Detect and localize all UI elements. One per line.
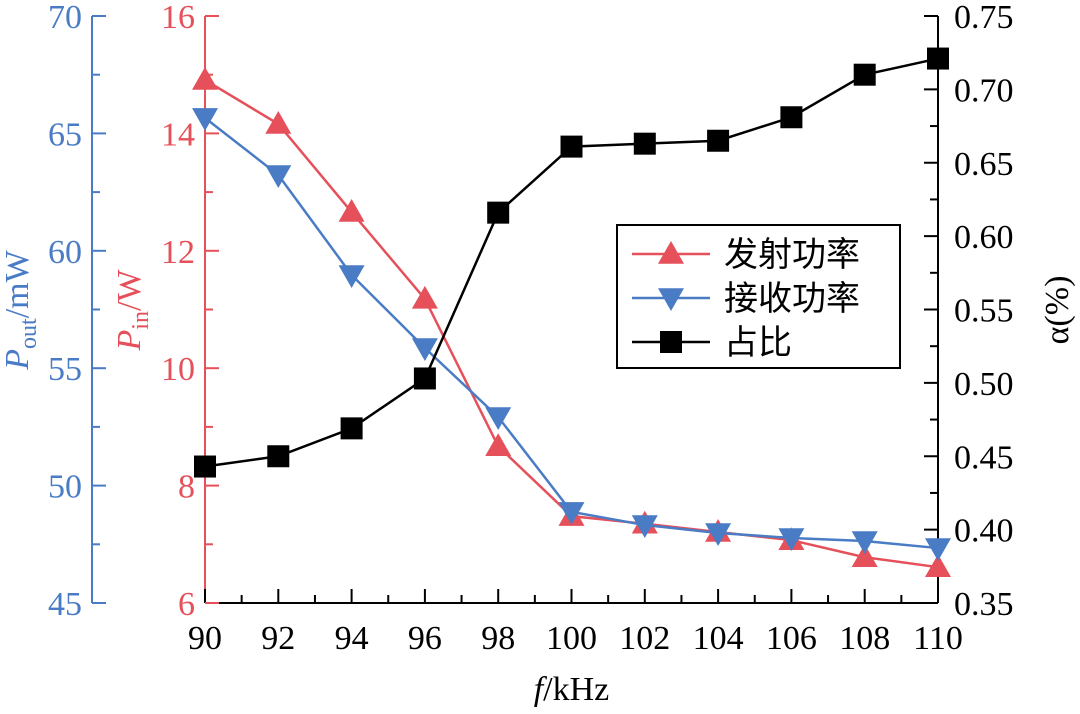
legend-label: 占比	[724, 324, 792, 362]
alpha-tick-label: 0.70	[954, 72, 1014, 109]
x-tick-label: 96	[408, 620, 442, 657]
pout-tick-label: 60	[48, 234, 82, 271]
data-point	[853, 63, 876, 86]
data-point	[558, 502, 585, 525]
data-point	[778, 528, 805, 551]
data-point	[340, 417, 363, 440]
x-tick-label: 108	[839, 620, 890, 657]
x-tick-label: 102	[619, 620, 670, 657]
pout-tick-label: 50	[48, 469, 82, 506]
data-point	[194, 455, 216, 478]
series-2	[192, 108, 951, 562]
x-tick-label: 110	[913, 620, 963, 657]
alpha-tick-label: 0.55	[954, 293, 1014, 330]
alpha-tick-label: 0.60	[954, 219, 1014, 256]
pout-tick-label: 55	[48, 351, 82, 388]
alpha-tick-label: 0.75	[954, 0, 1014, 36]
data-point	[927, 47, 949, 70]
pin-tick-label: 14	[161, 116, 195, 153]
data-point	[925, 554, 951, 577]
legend-label: 发射功率	[724, 236, 860, 274]
alpha-tick-label: 0.40	[954, 513, 1014, 550]
data-point	[413, 367, 436, 390]
data-point	[485, 407, 512, 431]
data-point	[780, 106, 803, 129]
alpha-tick-label: 0.35	[954, 586, 1014, 623]
pin-tick-label: 10	[161, 351, 195, 388]
data-point	[631, 515, 658, 539]
x-tick-label: 100	[546, 620, 597, 657]
x-tick-label: 92	[261, 620, 295, 657]
legend-marker	[658, 288, 684, 311]
data-point	[851, 531, 878, 555]
pout-tick-label: 70	[48, 0, 82, 36]
pin-tick-label: 6	[178, 586, 195, 623]
pin-tick-label: 16	[161, 0, 195, 36]
legend-marker	[658, 241, 684, 264]
data-point	[485, 433, 512, 457]
alpha-tick-label: 0.45	[954, 439, 1014, 476]
data-point	[265, 111, 292, 134]
x-tick-label: 90	[188, 620, 222, 657]
data-point	[705, 523, 732, 547]
pout-axis-label: Pout/mW	[0, 249, 42, 370]
data-point	[411, 285, 438, 309]
pin-tick-label: 8	[178, 469, 195, 506]
data-point	[707, 129, 730, 152]
data-point	[265, 165, 292, 188]
pin-axis-label: Pin/W	[111, 269, 154, 352]
data-point	[267, 445, 290, 468]
series-3	[194, 47, 949, 478]
legend-label: 接收功率	[724, 280, 860, 318]
x-axis-label: f/kHz	[534, 671, 610, 708]
data-point	[411, 338, 438, 362]
data-point	[338, 199, 365, 222]
data-point	[487, 201, 510, 224]
data-point	[560, 135, 583, 158]
x-tick-label: 106	[766, 620, 817, 657]
data-point	[338, 265, 365, 288]
data-point	[192, 66, 218, 90]
pout-tick-label: 45	[48, 586, 82, 623]
pout-tick-label: 65	[48, 116, 82, 153]
data-point	[633, 132, 656, 155]
legend-marker	[660, 331, 682, 353]
x-tick-label: 98	[481, 620, 515, 657]
data-point	[192, 108, 218, 131]
data-point	[925, 538, 951, 562]
pin-tick-label: 12	[161, 234, 195, 271]
data-point	[851, 544, 878, 567]
alpha-axis-label: α(%)	[1039, 276, 1076, 345]
alpha-tick-label: 0.50	[954, 366, 1014, 403]
x-tick-label: 104	[693, 620, 744, 657]
alpha-tick-label: 0.65	[954, 146, 1014, 183]
x-tick-label: 94	[335, 620, 369, 657]
